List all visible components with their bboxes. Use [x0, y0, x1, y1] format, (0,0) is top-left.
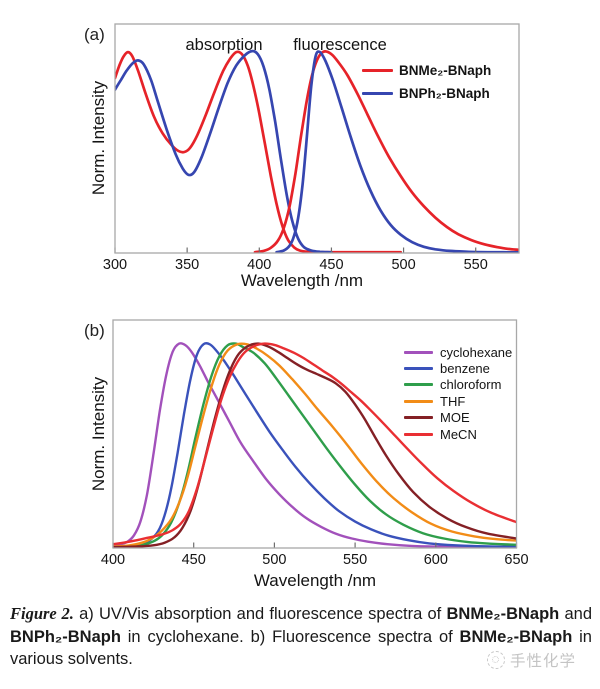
- legend-row: MeCN: [404, 426, 512, 442]
- legend-line-swatch: [404, 416, 433, 420]
- plot-frame: [112, 319, 518, 549]
- curve-BNMe2-BNaph-absorption: [115, 50, 403, 253]
- legend-label: BNMe₂-BNaph: [399, 63, 492, 78]
- legend-row: BNMe₂-BNaph: [362, 59, 491, 82]
- x-tick-label: 500: [391, 257, 416, 273]
- watermark-text: 手性化学: [510, 653, 577, 670]
- legend-line-swatch: [404, 383, 433, 387]
- panel-b-y-axis-label: Norm. Intensity: [89, 376, 108, 492]
- legend-line-swatch: [404, 367, 433, 371]
- curve-cyclohexane: [113, 342, 517, 548]
- x-tick-label: 350: [175, 257, 200, 273]
- panel-b-label: (b): [84, 321, 105, 340]
- x-tick-label: 550: [463, 257, 488, 273]
- legend-row: THF: [404, 393, 512, 409]
- legend-row: chloroform: [404, 377, 512, 393]
- curve-BNMe2-BNaph-fluorescence: [253, 50, 519, 253]
- curve-THF: [113, 342, 517, 548]
- legend-row: BNPh₂-BNaph: [362, 82, 491, 105]
- panel-a-y-axis-label: Norm. Intensity: [89, 80, 108, 196]
- x-tick-label: 600: [423, 552, 448, 568]
- fluorescence-annotation: fluorescence: [293, 36, 387, 54]
- caption-segment: and: [559, 605, 593, 623]
- legend-line-swatch: [362, 68, 393, 73]
- legend-line-swatch: [404, 350, 433, 354]
- x-tick-label: 400: [247, 257, 272, 273]
- legend-label: MOE: [440, 410, 470, 426]
- legend-row: benzene: [404, 360, 512, 376]
- legend-label: cyclohexane: [440, 344, 513, 360]
- legend-label: MeCN: [440, 426, 477, 442]
- curve-BNPh2-BNaph-absorption: [115, 49, 333, 253]
- caption-segment: BNMe₂-BNaph: [446, 605, 560, 623]
- panel-a-label: (a): [84, 25, 105, 44]
- curve-BNPh2-BNaph-fluorescence: [275, 50, 519, 253]
- legend-line-swatch: [404, 432, 433, 436]
- legend-line-swatch: [362, 91, 393, 96]
- x-tick-label: 550: [342, 552, 368, 568]
- x-tick-label: 650: [504, 552, 529, 568]
- x-tick-label: 450: [181, 552, 206, 568]
- legend-label: chloroform: [440, 377, 502, 393]
- panel-a-legend: BNMe₂-BNaph BNPh₂-BNaph: [362, 59, 491, 105]
- caption-segment: BNMe₂-BNaph: [459, 627, 573, 646]
- watermark: 手性化学: [487, 649, 576, 671]
- legend-label: benzene: [440, 361, 490, 377]
- legend-label: BNPh₂-BNaph: [399, 86, 490, 101]
- caption-segment: in cyclohexane. b) Fluorescence spectra …: [120, 627, 460, 646]
- watermark-logo-icon: [487, 651, 505, 669]
- caption-segment: in various solvents.: [10, 627, 592, 669]
- panel-a-x-axis-label: Wavelength /nm: [240, 271, 364, 290]
- absorption-annotation: absorption: [185, 36, 263, 54]
- caption-segment: BNPh₂-BNaph: [10, 627, 121, 646]
- x-tick-label: 300: [102, 257, 128, 273]
- figure-caption: Figure 2. a) UV/Vis absorption and fluor…: [10, 603, 592, 671]
- legend-label: THF: [440, 393, 466, 409]
- curve-benzene: [113, 342, 517, 548]
- curve-chloroform: [113, 342, 517, 548]
- panel-b-legend: cyclohexane benzene chloroform THF MOE MeCN: [404, 344, 512, 442]
- curve-MeCN: [113, 342, 517, 546]
- panel-b-plot: [112, 319, 518, 549]
- curve-MOE: [113, 342, 517, 548]
- caption-segment: a) UV/Vis absorption and fluorescence sp…: [73, 605, 447, 623]
- x-tick-label: 450: [319, 257, 344, 273]
- plot-frame: [114, 23, 520, 254]
- legend-row: MOE: [404, 410, 512, 426]
- legend-line-swatch: [404, 399, 433, 403]
- panel-a-plot: [114, 23, 520, 254]
- panel-b-x-axis-label: Wavelength /nm: [253, 571, 377, 590]
- legend-row: cyclohexane: [404, 344, 512, 360]
- x-tick-label: 400: [100, 552, 126, 568]
- x-tick-label: 500: [262, 552, 287, 568]
- caption-segment: Figure 2.: [10, 604, 74, 623]
